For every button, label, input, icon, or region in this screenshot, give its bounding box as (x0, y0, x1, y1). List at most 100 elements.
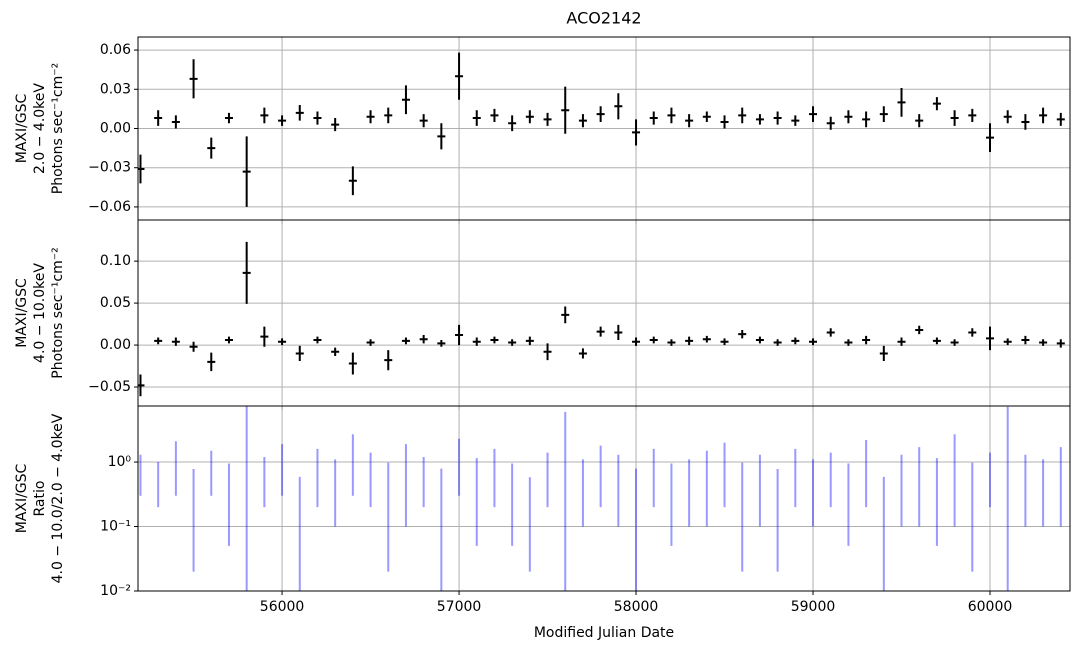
error-bar (224, 336, 233, 344)
error-bar (281, 444, 284, 496)
error-bar (632, 337, 641, 346)
error-bar (649, 111, 658, 125)
error-bar (632, 119, 641, 146)
chart-title: ACO2142 (566, 9, 641, 28)
error-bar (490, 336, 499, 344)
error-bar (826, 116, 835, 130)
error-bar (351, 434, 354, 496)
error-bar (953, 434, 956, 527)
error-bar (705, 450, 708, 527)
error-bar (773, 339, 782, 346)
error-bar (596, 106, 605, 122)
error-bar (720, 115, 729, 129)
error-bar (227, 463, 230, 546)
error-bar (685, 336, 694, 346)
error-bar (366, 110, 375, 124)
error-bar (384, 107, 393, 124)
error-bar (723, 442, 726, 508)
error-bar (1003, 110, 1012, 124)
error-bar (192, 469, 195, 572)
error-bar (546, 452, 549, 508)
error-bar (776, 469, 779, 572)
error-bar (688, 459, 691, 527)
error-bar (844, 339, 853, 346)
error-bar (702, 335, 711, 343)
error-bar (578, 348, 587, 359)
y-tick-label: 0.00 (100, 337, 131, 353)
error-bar (826, 328, 835, 337)
error-bar (986, 326, 995, 351)
error-bar (189, 341, 198, 352)
error-bar (755, 336, 764, 344)
error-bar (935, 458, 938, 546)
plot-area (138, 52, 1065, 207)
error-bar (564, 411, 567, 591)
error-bar (773, 111, 782, 125)
error-bar (1021, 114, 1030, 130)
error-bar (419, 114, 428, 128)
error-bar (260, 326, 269, 347)
error-bar (667, 339, 676, 346)
error-bar (278, 115, 287, 126)
error-bar (245, 406, 248, 591)
error-bar (879, 106, 888, 122)
error-bar (313, 336, 322, 344)
error-bar (989, 452, 992, 508)
y-tick-label: 0.05 (100, 295, 131, 311)
error-bar (738, 107, 747, 124)
error-bar (138, 154, 145, 184)
error-bar (1006, 406, 1009, 591)
y-axis-label: 2.0 − 4.0keV (32, 83, 48, 174)
error-bar (617, 454, 620, 527)
error-bar (1059, 447, 1062, 527)
error-bar (334, 459, 337, 527)
error-bar (649, 336, 658, 344)
error-bar (422, 456, 425, 508)
error-bar (242, 241, 251, 304)
y-axis-label: Photons sec⁻¹cm⁻² (50, 63, 66, 195)
y-tick-label: 10⁻¹ (100, 519, 131, 535)
y-tick-label: −0.05 (88, 379, 131, 395)
error-bar (882, 476, 885, 591)
error-bar (791, 337, 800, 345)
error-bar (738, 329, 747, 339)
error-bar (171, 115, 180, 129)
error-bar (154, 337, 163, 345)
error-bar (847, 463, 850, 546)
error-bar (652, 448, 655, 508)
error-bar (224, 112, 233, 124)
error-bar (263, 456, 266, 508)
plot-area (138, 241, 1065, 397)
error-bar (685, 114, 694, 128)
error-bar (543, 343, 552, 361)
error-bar (313, 111, 322, 125)
error-bar (369, 452, 372, 508)
error-bar (971, 462, 974, 572)
error-bar (900, 454, 903, 527)
error-bar (667, 107, 676, 124)
error-bar (295, 345, 304, 362)
error-bar (493, 448, 496, 508)
error-bar (543, 112, 552, 126)
error-bar (986, 123, 995, 153)
error-bar (865, 439, 868, 508)
error-bar (758, 454, 761, 527)
error-bar (794, 448, 797, 508)
error-bar (599, 445, 602, 508)
error-bar (525, 110, 534, 124)
error-bar (366, 339, 375, 346)
error-bar (809, 106, 818, 122)
error-bar (260, 107, 269, 124)
y-tick-label: 0.10 (100, 253, 131, 269)
error-bar (614, 324, 623, 341)
error-bar (1042, 459, 1045, 527)
x-tick-label: 58000 (614, 599, 659, 615)
error-bar (809, 338, 818, 346)
error-bar (278, 338, 287, 346)
y-tick-label: 0.06 (100, 42, 131, 58)
axes-frame (137, 219, 1071, 407)
error-bar (720, 338, 729, 346)
error-bar (401, 337, 410, 345)
error-bar (968, 328, 977, 337)
